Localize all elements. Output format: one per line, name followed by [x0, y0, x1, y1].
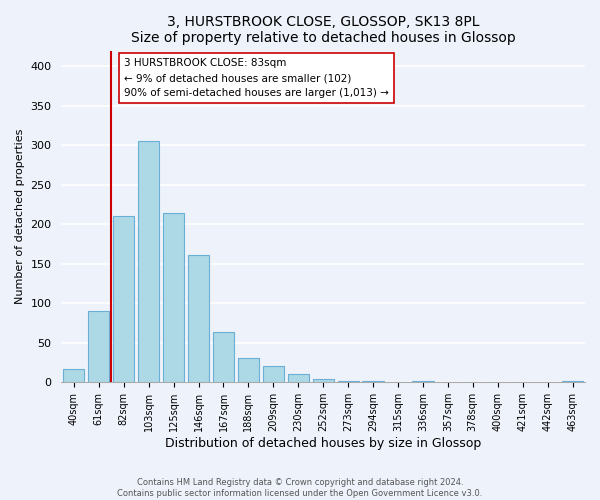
Bar [63, 369, 85, 382]
Y-axis label: Number of detached properties: Number of detached properties [15, 128, 25, 304]
Bar [163, 213, 184, 382]
Bar [88, 311, 109, 382]
Bar [213, 332, 234, 382]
Title: 3, HURSTBROOK CLOSE, GLOSSOP, SK13 8PL
Size of property relative to detached hou: 3, HURSTBROOK CLOSE, GLOSSOP, SK13 8PL S… [131, 15, 515, 45]
Bar [263, 366, 284, 382]
Bar [238, 358, 259, 382]
Bar [338, 380, 359, 382]
Bar [188, 255, 209, 382]
Text: 3 HURSTBROOK CLOSE: 83sqm
← 9% of detached houses are smaller (102)
90% of semi-: 3 HURSTBROOK CLOSE: 83sqm ← 9% of detach… [124, 58, 389, 98]
Bar [138, 142, 159, 382]
Bar [113, 216, 134, 382]
Bar [313, 379, 334, 382]
Bar [287, 374, 309, 382]
X-axis label: Distribution of detached houses by size in Glossop: Distribution of detached houses by size … [165, 437, 481, 450]
Bar [562, 380, 583, 382]
Text: Contains HM Land Registry data © Crown copyright and database right 2024.
Contai: Contains HM Land Registry data © Crown c… [118, 478, 482, 498]
